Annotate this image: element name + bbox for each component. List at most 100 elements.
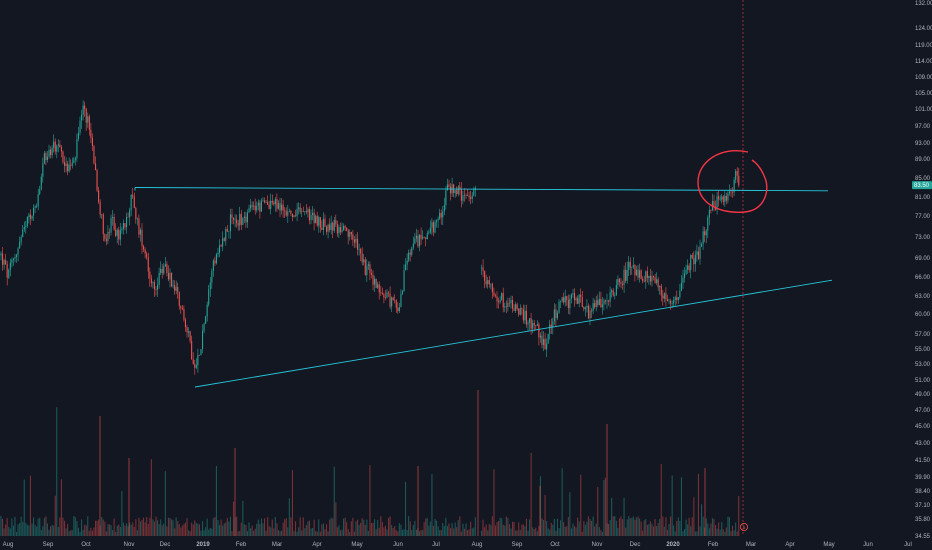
- volume-bar: [335, 502, 337, 536]
- candle-body: [581, 297, 583, 307]
- candle-body: [296, 208, 298, 217]
- candle-body: [544, 338, 546, 350]
- volume-bar: [302, 517, 304, 536]
- candle-body: [312, 212, 314, 215]
- candle-body: [555, 309, 557, 319]
- candle-body: [665, 293, 667, 300]
- volume-bar: [26, 524, 28, 536]
- volume-bar: [28, 525, 30, 536]
- volume-bar: [691, 517, 693, 536]
- volume-bar: [417, 466, 419, 536]
- volume-bar: [631, 517, 633, 536]
- candle-body: [603, 300, 605, 305]
- candle-body: [88, 116, 90, 130]
- candle-body: [219, 245, 221, 253]
- volume-bar: [50, 526, 52, 536]
- annotation-circle[interactable]: 5: [697, 150, 768, 532]
- last-price-badge: 83.50: [912, 181, 932, 190]
- candle-body: [730, 191, 732, 193]
- volume-bar: [11, 518, 13, 536]
- volume-bar: [625, 527, 627, 536]
- candle-body: [43, 153, 45, 164]
- volume-bar: [327, 531, 329, 536]
- candle-body: [587, 306, 589, 319]
- candle-body: [87, 116, 89, 123]
- volume-bar: [304, 528, 306, 536]
- candle-body: [707, 217, 709, 231]
- volume-bar: [550, 522, 552, 536]
- candle-body: [394, 299, 396, 301]
- annotation-circle: [697, 150, 768, 213]
- candle-body: [347, 230, 349, 237]
- candle-body: [84, 105, 86, 109]
- volume-bar: [656, 526, 658, 536]
- candle-body: [415, 235, 417, 239]
- volume-bar: [84, 524, 86, 536]
- candle-body: [459, 186, 461, 190]
- trendlines[interactable]: [134, 0, 833, 536]
- candle-body: [178, 291, 180, 307]
- volume-bar: [344, 517, 346, 536]
- volume-bar: [536, 531, 538, 536]
- candle-body: [141, 229, 143, 247]
- candle-body: [722, 196, 724, 202]
- candle-body: [240, 213, 242, 225]
- candle-body: [676, 297, 678, 301]
- candle-body: [200, 349, 202, 355]
- volume-bar: [705, 518, 707, 536]
- volume-bar: [620, 516, 622, 536]
- candle-body: [157, 284, 159, 290]
- price-tick-label: 43.00: [915, 441, 931, 447]
- volume-bar: [133, 526, 135, 536]
- volume-bar: [512, 521, 514, 536]
- volume-bar: [195, 522, 197, 536]
- volume-bar: [329, 519, 331, 536]
- candle-body: [639, 270, 641, 278]
- volume-bar: [85, 525, 87, 536]
- candle-body: [366, 266, 368, 275]
- candle-body: [293, 215, 295, 217]
- volume-bar: [648, 524, 650, 536]
- price-axis[interactable]: 34.55 35.80 37.10 38.40 39.90 41.50 43.00 45.00…: [915, 1, 932, 540]
- volume-bar: [357, 519, 359, 536]
- candle-body: [446, 184, 448, 191]
- volume-bar: [178, 524, 180, 536]
- candle-body: [383, 294, 385, 298]
- volume-bar: [386, 529, 388, 536]
- candle-body: [663, 293, 665, 299]
- candle-body: [648, 275, 650, 278]
- volume-bar: [233, 501, 235, 536]
- candle-body: [733, 179, 735, 193]
- volume-bar: [20, 516, 22, 536]
- candle-body: [126, 216, 128, 228]
- volume-bar: [209, 528, 211, 536]
- candle-body: [411, 247, 413, 255]
- volume-bar: [353, 531, 355, 536]
- candle-body: [401, 291, 403, 294]
- candle-body: [391, 297, 393, 307]
- volume-bar: [639, 518, 641, 536]
- candle-body: [260, 200, 262, 212]
- volume-bar: [64, 520, 66, 536]
- volume-bar: [366, 519, 368, 536]
- candle-body: [691, 255, 693, 259]
- candle-body: [437, 218, 439, 221]
- volume-bar: [684, 529, 686, 536]
- volume-bar: [431, 474, 433, 536]
- candle-body: [202, 330, 204, 349]
- volume-bar: [277, 530, 279, 536]
- volume-bar: [642, 530, 644, 536]
- candle-body: [696, 251, 698, 255]
- candle-body: [406, 260, 408, 265]
- volume-bar: [651, 523, 653, 536]
- candle-body: [493, 292, 495, 296]
- candle-body: [319, 217, 321, 228]
- volume-bar: [563, 522, 565, 536]
- time-axis[interactable]: Aug Sep Oct Nov Dec 2019 Feb Mar Apr May Jun Jul Aug…: [3, 542, 912, 548]
- candle-body: [684, 273, 686, 278]
- volume-bar: [229, 516, 231, 536]
- candle-body: [262, 200, 264, 202]
- volume-bar: [293, 530, 295, 536]
- candle-body: [194, 363, 196, 368]
